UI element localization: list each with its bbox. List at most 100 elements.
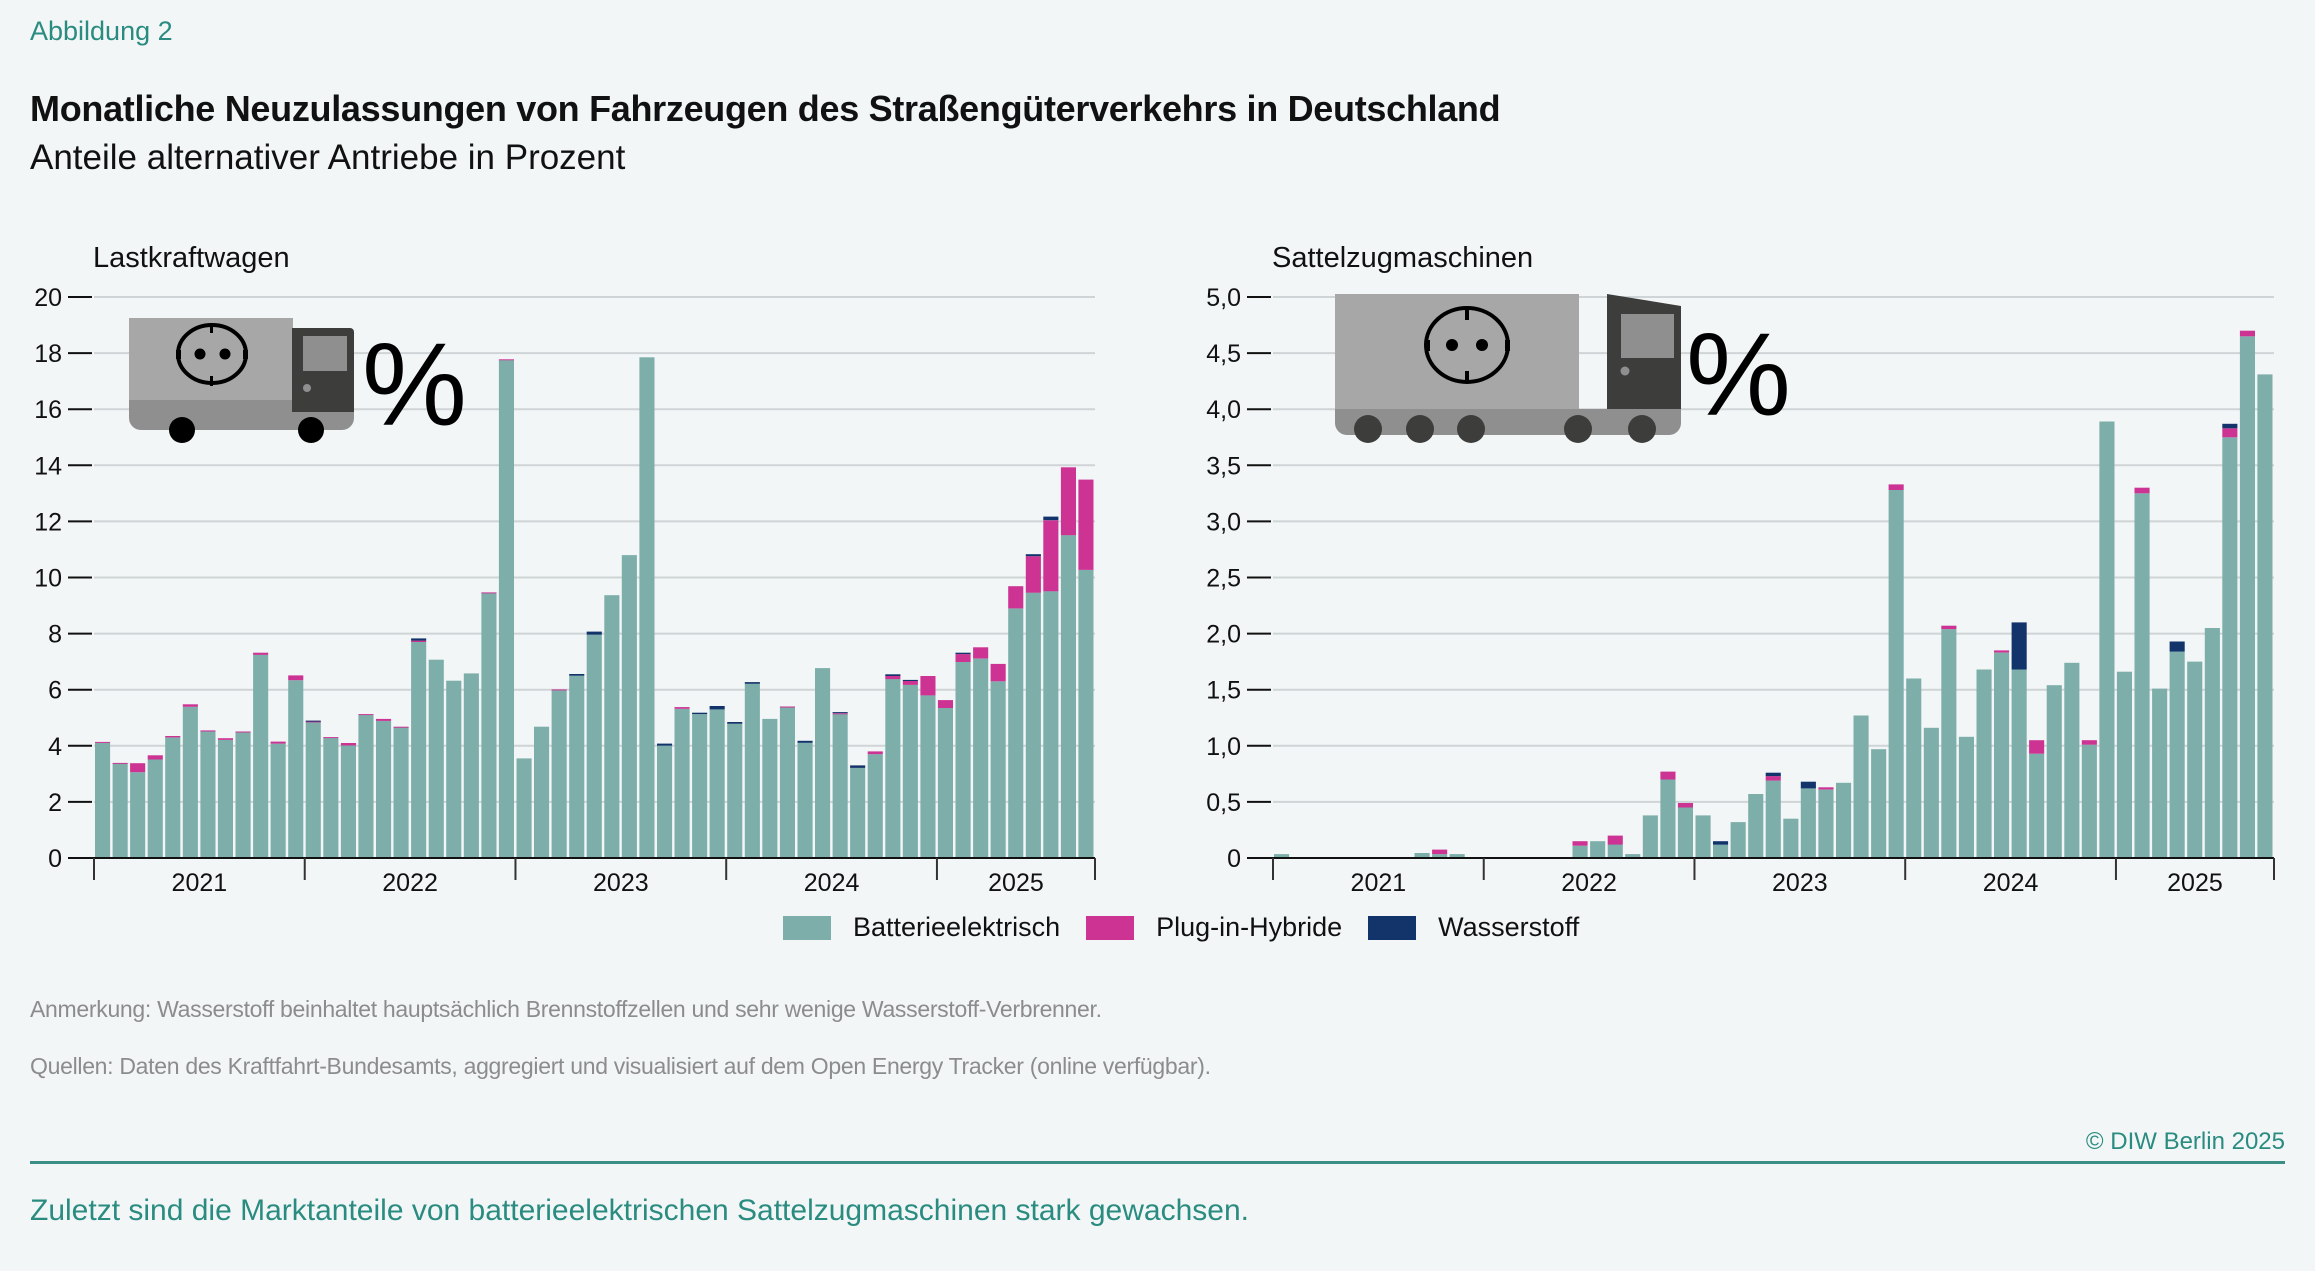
bar-bev (1025, 592, 1041, 858)
bar-phev (358, 714, 374, 716)
bar-bev (1695, 815, 1711, 858)
x-tick-label: 2023 (1772, 869, 1828, 897)
bar-phev (112, 762, 128, 764)
bar-bev (428, 659, 444, 858)
bar-h2 (1043, 516, 1059, 521)
bar-phev (832, 713, 848, 715)
y-tick-label: 6 (48, 677, 62, 705)
bar-bev (2239, 336, 2255, 858)
bar-phev (1078, 479, 1094, 570)
y-tick-label: 2,5 (1206, 565, 1241, 593)
power-socket-icon (176, 323, 248, 386)
bar-bev (393, 727, 409, 858)
bar-bev (727, 723, 743, 858)
bar-phev (130, 763, 146, 773)
chart-subtitle: Anteile alternativer Antriebe in Prozent (30, 138, 626, 177)
bar-bev (674, 708, 690, 858)
bar-bev (1043, 591, 1059, 858)
bar-bev (2134, 493, 2150, 858)
bar-phev (1941, 625, 1957, 630)
y-tick-label: 4,0 (1206, 396, 1241, 424)
bar-phev (270, 741, 286, 744)
bar-bev (850, 768, 866, 858)
bar-bev (709, 709, 725, 858)
x-tick-label: 2023 (593, 869, 649, 897)
legend-swatch-phev (1086, 915, 1135, 940)
bar-phev (674, 707, 690, 709)
bar-bev (1800, 788, 1816, 858)
x-tick-label: 2024 (1983, 869, 2039, 897)
bar-bev (551, 690, 567, 858)
bar-phev (1008, 586, 1024, 609)
bar-h2 (902, 679, 918, 681)
bar-phev (147, 755, 163, 760)
bar-phev (885, 676, 901, 680)
bar-phev (2222, 428, 2238, 438)
bar-bev (446, 680, 462, 858)
bar-bev (692, 714, 708, 858)
bar-bev (2029, 753, 2045, 858)
bar-bev (1572, 845, 1588, 858)
bar-bev (1642, 815, 1658, 858)
bar-bev (130, 772, 146, 858)
bar-bev (937, 707, 953, 858)
bar-bev (481, 592, 497, 858)
bar-bev (2046, 685, 2062, 858)
y-tick-label: 12 (34, 508, 62, 536)
bar-phev (2134, 487, 2150, 494)
copyright: © DIW Berlin 2025 (2085, 1128, 2285, 1155)
bar-phev (2081, 740, 2097, 745)
legend-label-h2: Wasserstoff (1438, 912, 1580, 942)
bar-bev (340, 745, 356, 858)
bar-bev (1836, 782, 1852, 858)
bar-phev (2029, 740, 2045, 754)
bar-bev (1432, 854, 1448, 858)
bar-bev (1449, 854, 1465, 858)
bar-bev (288, 680, 304, 858)
bar-h2 (305, 720, 321, 722)
legend-swatch-h2 (1368, 915, 1417, 940)
bar-bev (165, 737, 181, 858)
percent-symbol-left: % (362, 319, 467, 451)
bar-bev (1625, 854, 1641, 858)
bar-bev (305, 722, 321, 858)
bar-bev (2081, 744, 2097, 858)
bar-bev (253, 654, 269, 858)
bar-phev (920, 676, 936, 696)
bar-phev (1660, 771, 1676, 780)
bar-bev (1677, 807, 1693, 858)
bar-bev (779, 707, 795, 858)
bar-bev (762, 718, 778, 858)
takeaway-text: Zuletzt sind die Marktanteile von batter… (30, 1194, 1249, 1227)
y-tick-label: 20 (34, 284, 62, 312)
bar-h2 (709, 706, 725, 710)
bar-bev (2222, 437, 2238, 859)
bar-bev (1607, 844, 1623, 858)
bar-bev (147, 759, 163, 858)
y-tick-label: 0 (1227, 845, 1241, 873)
y-tick-label: 16 (34, 396, 62, 424)
bar-bev (744, 683, 760, 858)
bar-bev (586, 634, 602, 858)
y-tick-label: 4,5 (1206, 340, 1241, 368)
legend: Batterieelektrisch Plug-in-Hybride Wasse… (783, 912, 1605, 943)
plot-lastkraftwagen: 0 2 4 6 8 10 12 14 16 18 20 2021 2022 2023 2024 2025 (34, 284, 1096, 897)
legend-item-h2: Wasserstoff (1368, 912, 1579, 943)
bar-phev (165, 736, 181, 738)
bar-phev (973, 647, 989, 659)
bar-phev (990, 663, 1006, 682)
bar-phev (235, 731, 251, 733)
y-tick-label: 1,0 (1206, 733, 1241, 761)
bar-bev (358, 714, 374, 858)
bar-phev (217, 738, 233, 740)
bar-phev (253, 652, 269, 655)
bar-h2 (797, 740, 813, 743)
y-tick-label: 2,0 (1206, 621, 1241, 649)
legend-label-bev: Batterieelektrisch (853, 912, 1061, 942)
bar-phev (937, 700, 953, 708)
bar-phev (323, 737, 339, 739)
bar-phev (200, 730, 216, 732)
bar-phev (340, 743, 356, 746)
bar-bev (2187, 661, 2203, 858)
